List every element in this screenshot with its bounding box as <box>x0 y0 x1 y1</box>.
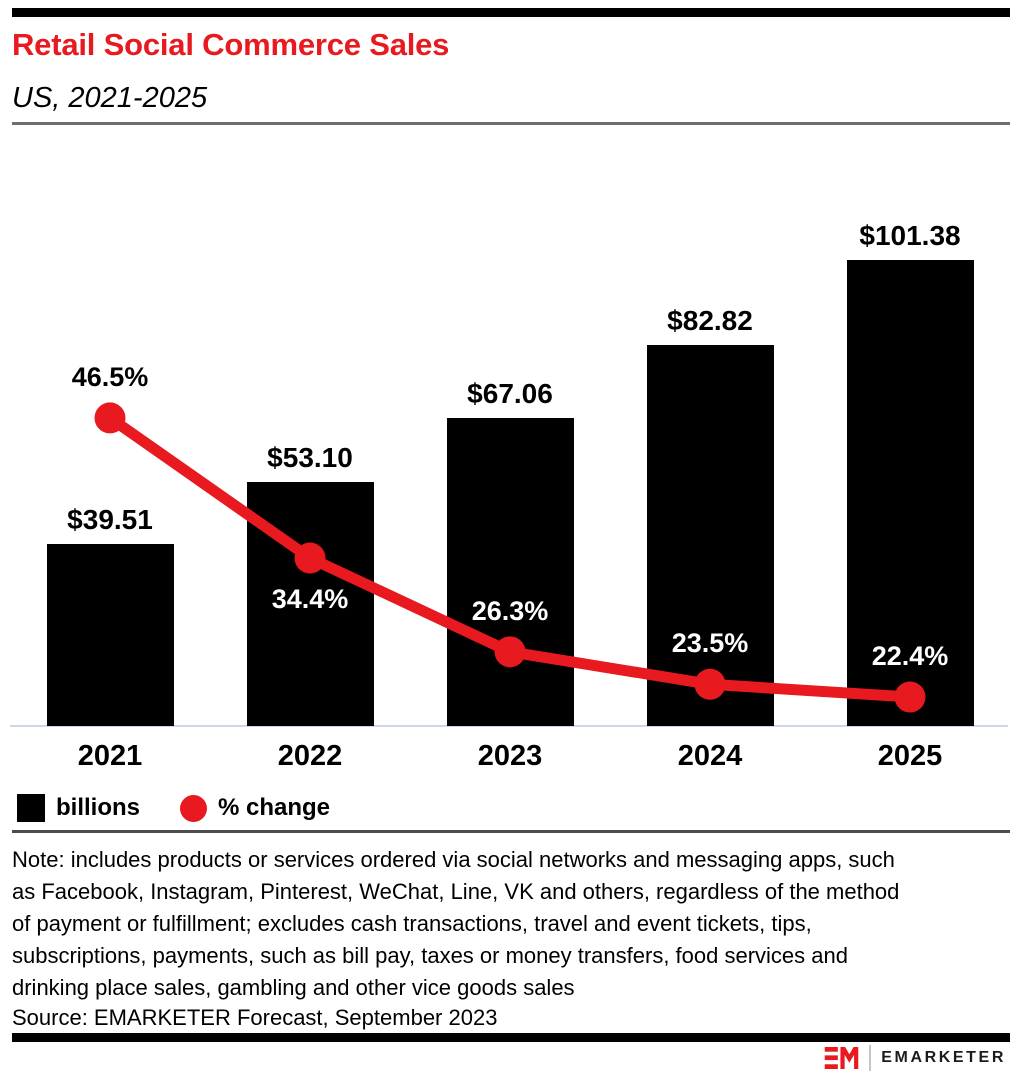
page-title: Retail Social Commerce Sales <box>12 27 450 62</box>
source-text: Source: EMARKETER Forecast, September 20… <box>12 1005 498 1030</box>
note-line-5: drinking place sales, gambling and other… <box>12 975 575 1000</box>
brand-name: EMARKETER <box>881 1049 1006 1066</box>
trend-dot-2021 <box>94 402 126 434</box>
bar-value-label-2025: $101.38 <box>859 220 961 251</box>
bottom-rule <box>12 1033 1010 1042</box>
header-divider <box>12 122 1010 125</box>
billions-swatch-icon <box>17 794 45 822</box>
x-axis-label-2025: 2025 <box>877 740 943 772</box>
bar-value-label-2022: $53.10 <box>267 441 353 473</box>
x-axis-line <box>10 725 1008 727</box>
note-line-1: Note: includes products or services orde… <box>12 847 895 872</box>
bar-value-label-2024: $82.82 <box>667 305 753 337</box>
x-axis-label-2024: 2024 <box>677 740 743 772</box>
legend-label-billions: billions <box>56 794 140 821</box>
bar-value-label-2021: $39.51 <box>67 504 153 536</box>
top-rule <box>12 8 1010 17</box>
pct-change-label-2023: 26.3% <box>471 595 549 626</box>
note-line-4: subscriptions, payments, such as bill pa… <box>12 943 848 968</box>
brand-divider <box>869 1045 872 1071</box>
x-axis-label-2022: 2022 <box>277 740 343 772</box>
pct-change-label-2022: 34.4% <box>271 584 349 615</box>
pct-change-label-2021: 46.5% <box>71 361 149 392</box>
pct-change-label-2024: 23.5% <box>671 628 749 659</box>
legend: billions % change <box>17 793 330 823</box>
note-line-3: of payment or fulfillment; excludes cash… <box>12 911 812 936</box>
note-text: Note: includes products or services orde… <box>12 844 899 1004</box>
pct-change-swatch-icon <box>180 794 207 822</box>
legend-label-pct-change: % change <box>218 794 331 821</box>
chart-area: $39.51 2021 $53.10 2022 $67.06 2023 $82.82 2024… <box>10 220 1008 772</box>
bar-value-label-2023: $67.06 <box>467 377 553 409</box>
page-subtitle: US, 2021-2025 <box>12 82 208 114</box>
legend-divider <box>12 830 1010 833</box>
x-axis-label-2021: 2021 <box>77 740 143 772</box>
note-line-2: as Facebook, Instagram, Pinterest, WeCha… <box>12 879 900 904</box>
em-monogram-icon <box>824 1047 859 1069</box>
bar-2023 <box>446 417 574 726</box>
pct-change-label-2025: 22.4% <box>871 641 949 671</box>
brand-row: EMARKETER <box>824 1045 1006 1071</box>
bar-2024 <box>646 345 774 726</box>
bar-2021 <box>46 544 174 726</box>
x-axis-label-2023: 2023 <box>477 740 543 772</box>
